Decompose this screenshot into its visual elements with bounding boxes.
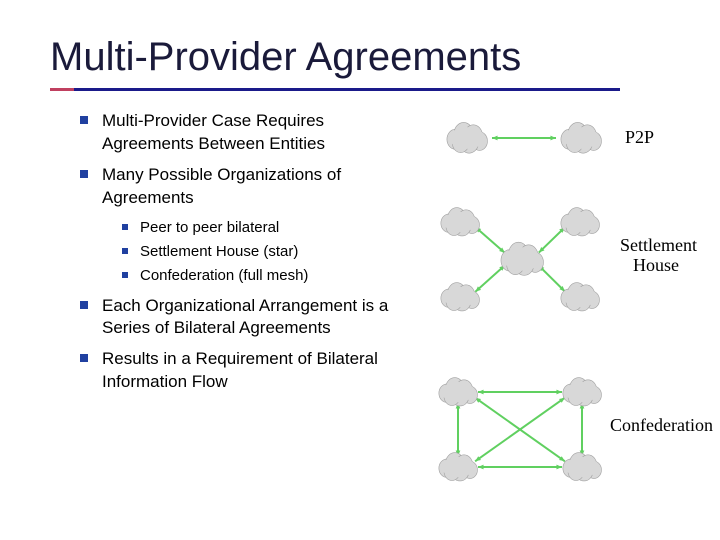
bullet-text: Results in a Requirement of Bilateral In… [102,348,410,394]
bullet-icon [80,354,88,362]
bullet-icon [122,224,128,230]
page-title: Multi-Provider Agreements [50,35,521,80]
bullet-item: Results in a Requirement of Bilateral In… [80,348,410,394]
p2p-label: P2P [625,127,654,148]
sub-bullet-item: Peer to peer bilateral [122,218,410,238]
bullet-text: Peer to peer bilateral [140,218,279,238]
settlement-label-1: Settlement [620,235,697,256]
bullet-icon [122,272,128,278]
bullet-item: Each Organizational Arrangement is a Ser… [80,295,410,341]
bullet-icon [80,301,88,309]
bullet-text: Many Possible Organizations of Agreement… [102,164,410,210]
bullet-list: Multi-Provider Case Requires Agreements … [80,110,410,402]
bullet-text: Each Organizational Arrangement is a Ser… [102,295,410,341]
settlement-label-2: House [633,255,679,276]
bullet-icon [122,248,128,254]
sub-bullet-item: Confederation (full mesh) [122,266,410,286]
diagrams-svg [420,105,720,525]
bullet-text: Confederation (full mesh) [140,266,308,286]
bullet-icon [80,170,88,178]
sub-bullet-item: Settlement House (star) [122,242,410,262]
diagram-area: P2P Settlement House Confederation [420,105,720,525]
confederation-label: Confederation [610,415,713,436]
bullet-item: Multi-Provider Case Requires Agreements … [80,110,410,156]
bullet-text: Multi-Provider Case Requires Agreements … [102,110,410,156]
bullet-icon [80,116,88,124]
bullet-item: Many Possible Organizations of Agreement… [80,164,410,210]
title-underline [50,88,620,91]
title-accent [50,88,74,91]
bullet-text: Settlement House (star) [140,242,298,262]
